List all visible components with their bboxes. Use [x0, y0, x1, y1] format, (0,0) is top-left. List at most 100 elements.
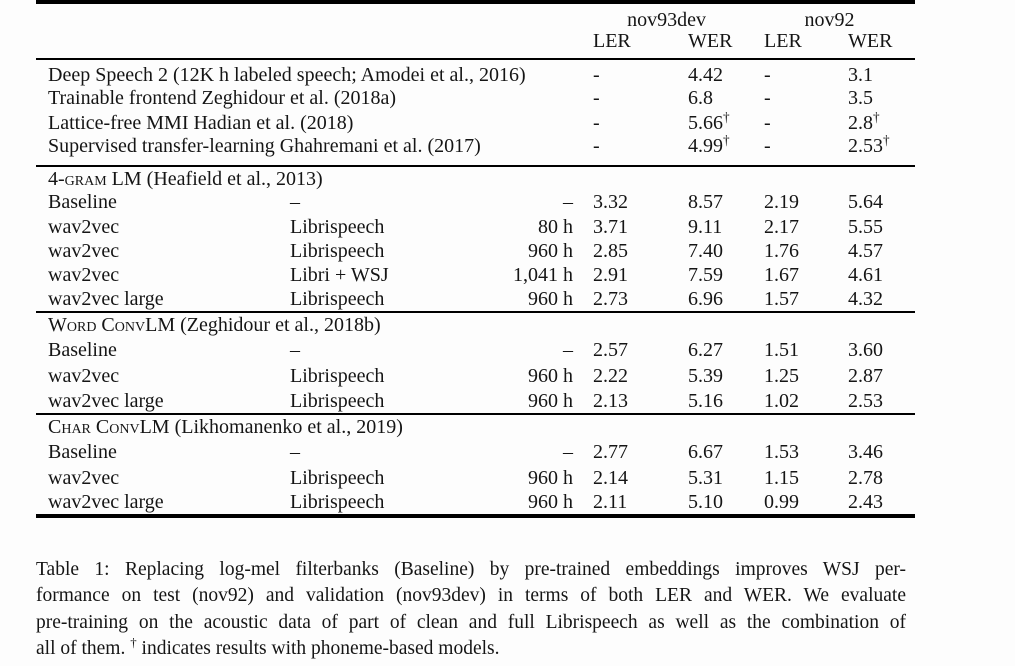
table-row: wav2vec Librispeech 960 h 2.85 7.40 1.76 4.57 — [36, 239, 915, 263]
cell-model: wav2vec — [48, 215, 120, 238]
cell-dataset: Librispeech — [290, 466, 385, 489]
cell-hours: 80 h — [538, 215, 573, 238]
cell-ler-nov93dev: - — [593, 135, 600, 157]
col-group-nov92: nov92 — [804, 9, 855, 31]
cell-ler-nov93dev: - — [593, 112, 600, 135]
cell-wer-nov93dev: 4.99† — [688, 132, 730, 157]
cell-model-citation: Deep Speech 2 (12K h labeled speech; Amo… — [48, 64, 526, 86]
cell-wer-nov93dev: 8.57 — [688, 191, 723, 214]
table-header: nov93dev nov92 LER WER LER WER — [36, 2, 916, 59]
cell-wer-nov92: 2.53† — [848, 132, 890, 157]
cell-ler-nov92: 2.19 — [764, 191, 800, 214]
cell-ler-nov93dev: 2.11 — [593, 491, 628, 514]
cell-wer-nov92: 4.57 — [848, 240, 884, 263]
cell-model: wav2vec large — [48, 288, 164, 311]
cell-wer-nov93dev: 6.27 — [688, 339, 723, 362]
cell-wer-nov92: 2.78 — [848, 466, 884, 489]
cell-wer-nov92: 5.55 — [848, 215, 884, 238]
cell-wer-nov93dev: 5.39 — [688, 364, 723, 387]
caption-line: formance on test (nov92) and validation … — [36, 585, 906, 607]
cell-wer-nov92: 4.61 — [848, 264, 884, 287]
column-subheader-row: LER WER LER WER — [36, 30, 915, 59]
table-row: Trainable frontend Zeghidour et al. (201… — [36, 85, 915, 111]
cell-model: wav2vec — [48, 364, 120, 387]
cell-wer-nov93dev: 7.59 — [688, 264, 723, 287]
table-section-2: Word ConvLM (Zeghidour et al., 2018b) Bas… — [36, 311, 916, 414]
cell-ler-nov93dev: 2.14 — [593, 466, 628, 489]
cell-wer-nov93dev: 5.66† — [688, 109, 730, 135]
table-section-0: Deep Speech 2 (12K h labeled speech; Amo… — [36, 59, 915, 166]
cell-dataset: Librispeech — [290, 389, 385, 412]
table-row: wav2vec large Librispeech 960 h 2.11 5.10 0.9… — [36, 490, 915, 516]
cell-ler-nov92: 1.67 — [764, 264, 800, 287]
cell-model-citation: Lattice-free MMI Hadian et al. (2018) — [48, 112, 354, 135]
table-row: wav2vec Librispeech 80 h 3.71 9.11 2.17 5.55 — [36, 215, 915, 239]
results-table: nov93dev nov92 LER WER LER WER Deep Spee… — [36, 0, 916, 518]
cell-dataset: – — [290, 441, 300, 464]
caption-line: all of them. † indicates results with ph… — [36, 636, 906, 662]
col-header-ler-nov92: LER — [764, 29, 802, 52]
table-caption: Table 1: Replacing log-mel filterbanks (… — [36, 557, 906, 663]
cell-wer-nov93dev: 6.96 — [688, 288, 723, 311]
cell-model: wav2vec — [48, 466, 120, 489]
cell-ler-nov93dev: - — [593, 86, 600, 109]
cell-ler-nov93dev: 2.22 — [593, 364, 628, 387]
cell-ler-nov92: 1.02 — [764, 389, 800, 412]
cell-model: wav2vec — [48, 264, 120, 287]
col-header-wer-nov93dev: WER — [688, 29, 733, 52]
cell-hours: – — [563, 441, 573, 464]
cell-ler-nov93dev: 2.13 — [593, 389, 628, 412]
table-section-1: 4-gram LM (Heafield et al., 2013) Baselin… — [36, 166, 916, 312]
cell-hours: 960 h — [528, 288, 573, 311]
col-header-ler-nov93dev: LER — [593, 29, 631, 52]
caption-last-prefix: all of them. — [36, 638, 126, 660]
cell-wer-nov93dev: 9.11 — [688, 215, 723, 238]
cell-dataset: – — [290, 339, 300, 362]
cell-hours: 960 h — [528, 240, 573, 263]
section-name: Word ConvLM — [48, 314, 176, 337]
cell-wer-nov93dev: 6.67 — [688, 441, 723, 464]
section-name: Char ConvLM — [48, 416, 170, 439]
table-row: wav2vec large Librispeech 960 h 2.73 6.96 1.5… — [36, 287, 915, 311]
cell-dataset: Librispeech — [290, 240, 385, 263]
cell-wer-nov92: 4.32 — [848, 288, 884, 311]
cell-model: wav2vec large — [48, 389, 164, 412]
cell-wer-nov93dev: 5.10 — [688, 491, 723, 514]
cell-model: wav2vec large — [48, 491, 164, 514]
cell-ler-nov93dev: 2.85 — [593, 240, 628, 263]
section-title: Word ConvLM (Zeghidour et al., 2018b) — [48, 314, 381, 337]
cell-ler-nov92: - — [764, 135, 771, 157]
cell-model: Baseline — [48, 441, 117, 464]
cell-ler-nov93dev: 3.32 — [593, 191, 628, 214]
cell-ler-nov92: 0.99 — [764, 491, 800, 514]
table-row: Lattice-free MMI Hadian et al. (2018) - 5.… — [36, 109, 915, 137]
cell-hours: 960 h — [528, 389, 573, 412]
cell-ler-nov92: 1.76 — [764, 240, 800, 263]
cell-wer-nov92: 5.64 — [848, 191, 884, 214]
cell-ler-nov92: 1.25 — [764, 364, 800, 387]
cell-dataset: Librispeech — [290, 288, 385, 311]
cell-wer-nov92: 3.60 — [848, 339, 884, 362]
dagger-mark: † — [723, 132, 730, 148]
cell-ler-nov92: - — [764, 112, 771, 135]
cell-model-citation: Supervised transfer-learning Ghahremani … — [48, 135, 481, 157]
table-row: wav2vec large Librispeech 960 h 2.13 5.16 1.0… — [36, 388, 915, 414]
cell-model-citation: Trainable frontend Zeghidour et al. (201… — [48, 86, 397, 109]
section-header-row: Word ConvLM (Zeghidour et al., 2018b) — [36, 312, 915, 338]
cell-wer-nov92: 3.1 — [848, 64, 874, 86]
empty-header-cell — [36, 2, 573, 30]
dagger-mark: † — [723, 109, 730, 125]
cell-wer-nov92: 2.87 — [848, 364, 884, 387]
cell-wer-nov93dev: 5.16 — [688, 389, 723, 412]
table-row: wav2vec Librispeech 960 h 2.22 5.39 1.25 2.87 — [36, 363, 915, 389]
section-title: 4-gram LM (Heafield et al., 2013) — [48, 167, 323, 190]
table-row: Baseline – –2.57 6.27 1.51 3.60 — [36, 337, 915, 363]
cell-hours: – — [563, 339, 573, 362]
cell-hours: 960 h — [528, 491, 573, 514]
table-row: Deep Speech 2 (12K h labeled speech; Amo… — [36, 59, 915, 85]
col-group-nov93dev: nov93dev — [627, 9, 706, 31]
table-row: wav2vec Librispeech 960 h 2.14 5.31 1.15 2.78 — [36, 465, 915, 491]
table-row: Baseline – –2.77 6.67 1.53 3.46 — [36, 439, 915, 465]
cell-wer-nov92: 3.5 — [848, 86, 874, 109]
